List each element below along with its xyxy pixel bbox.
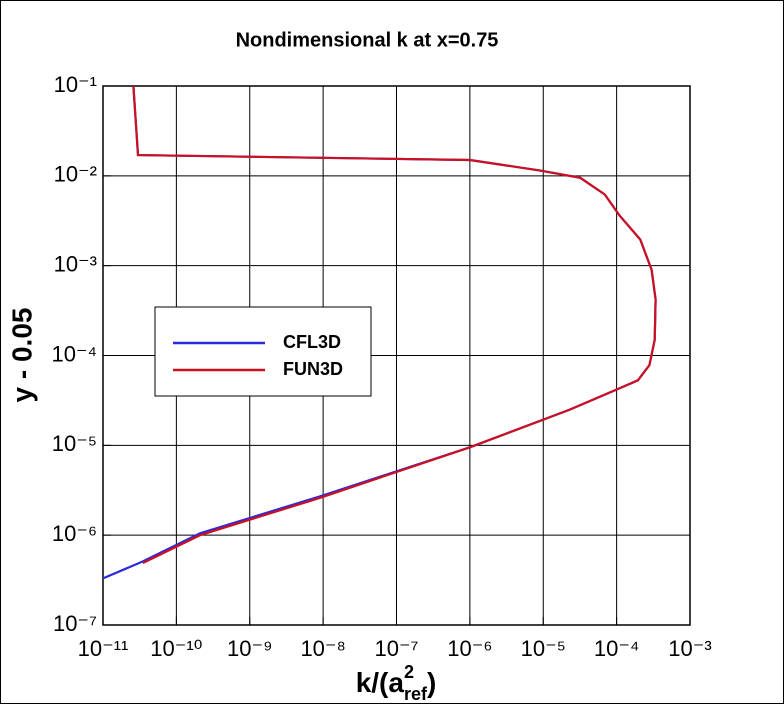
x-label-base: k/(a: [356, 667, 405, 698]
legend-box: [154, 306, 372, 397]
y-tick-label: 10⁻⁶: [52, 521, 97, 546]
x-tick-label: 10⁻⁸: [300, 636, 345, 661]
x-label-close: ): [427, 667, 436, 698]
x-label-sub: ref: [404, 684, 428, 704]
y-tick-label: 10⁻⁷: [53, 611, 97, 636]
x-tick-label: 10⁻⁵: [521, 636, 566, 661]
series-line: [132, 85, 657, 564]
x-label-sup: 2: [404, 662, 414, 682]
x-tick-label: 10⁻³: [668, 636, 711, 661]
x-tick-label: 10⁻¹⁰: [150, 636, 202, 661]
y-tick-label: 10⁻⁵: [52, 431, 97, 456]
y-axis-label: y - 0.05: [6, 308, 37, 403]
x-tick-label: 10⁻⁶: [447, 636, 492, 661]
x-tick-label: 10⁻⁴: [594, 636, 640, 661]
x-tick-label: 10⁻⁷: [374, 636, 418, 661]
x-tick-label: 10⁻⁹: [227, 636, 273, 661]
x-axis-label: k/(a2 ref): [356, 662, 437, 704]
legend-label: FUN3D: [283, 359, 343, 379]
y-tick-label: 10⁻¹: [54, 72, 97, 97]
y-tick-label: 10⁻³: [54, 251, 97, 276]
plot-frame: [102, 85, 691, 626]
y-tick-label: 10⁻⁴: [51, 341, 97, 366]
y-tick-label: 10⁻²: [54, 162, 97, 187]
x-tick-label: 10⁻¹¹: [78, 636, 129, 661]
legend-label: CFL3D: [283, 332, 341, 352]
chart-title: Nondimensional k at x=0.75: [236, 29, 499, 51]
